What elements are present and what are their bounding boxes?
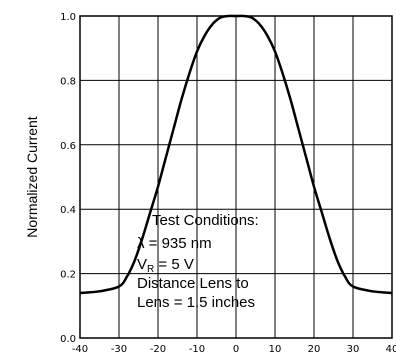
x-tick-label: 0 (233, 344, 239, 355)
x-tick-label: -10 (189, 344, 205, 355)
y-tick-label: 1.0 (60, 12, 76, 23)
annotation-line-3: VR = 5 V (137, 256, 194, 275)
x-tick-label: -40 (72, 344, 88, 355)
y-axis-label: Normalized Current (24, 116, 40, 237)
y-tick-labels: 0.0 0.2 0.4 0.6 0.8 1.0 (60, 12, 76, 345)
x-tick-labels: -40 -30 -20 -10 0 10 20 30 40 (72, 344, 396, 355)
plot-frame (79, 15, 393, 339)
annotation-line-5: Lens = 1.5 inches (137, 294, 255, 311)
x-tick-label: 30 (347, 344, 360, 355)
test-conditions-annotation: Test Conditions: λ = 935 nm VR = 5 V Dis… (137, 212, 259, 311)
annotation-line-1: Test Conditions: (152, 212, 259, 229)
y-tick-label: 0.0 (60, 334, 76, 345)
y-tick-label: 0.2 (60, 270, 76, 281)
x-tick-label: 10 (269, 344, 282, 355)
x-tick-label: -20 (150, 344, 166, 355)
annotation-line-2: λ = 935 nm (137, 235, 212, 252)
annotation-line-4: Distance Lens to (137, 275, 249, 292)
grid (79, 15, 393, 339)
y-tick-label: 0.6 (60, 141, 76, 152)
x-tick-label: 40 (386, 344, 396, 355)
x-tick-label: 20 (308, 344, 321, 355)
y-tick-label: 0.4 (60, 205, 76, 216)
x-tick-label: -30 (111, 344, 127, 355)
y-tick-label: 0.8 (60, 76, 76, 87)
